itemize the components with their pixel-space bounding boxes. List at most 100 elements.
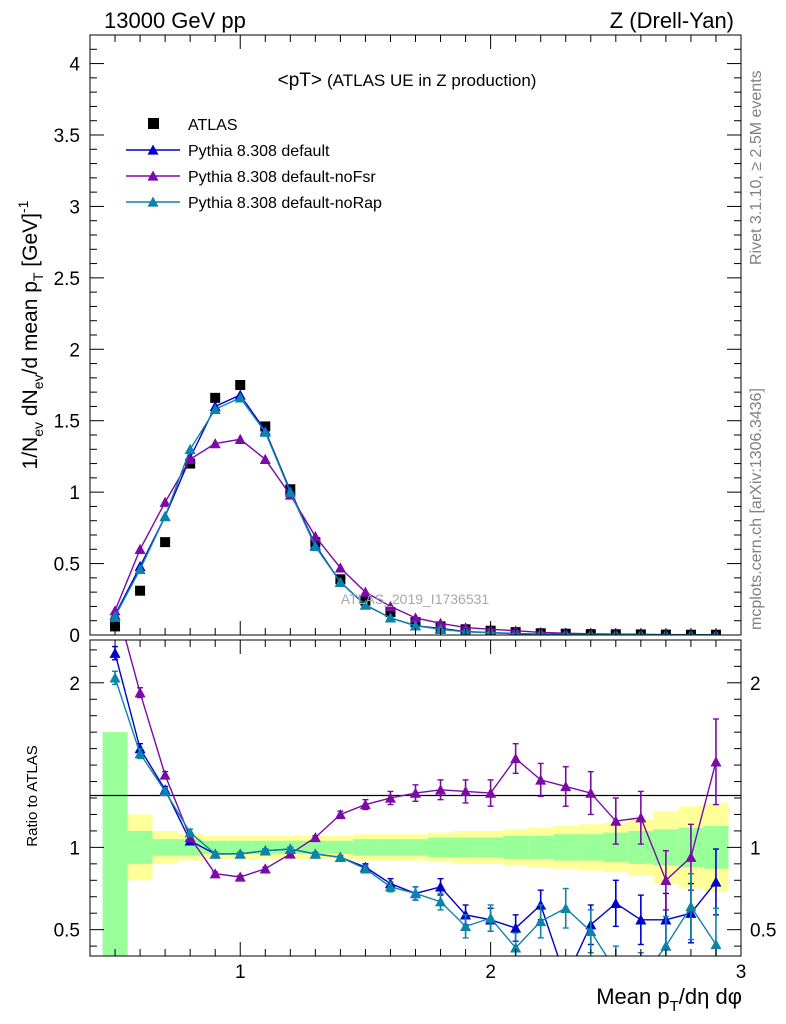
data-point [235,380,246,390]
plot-title-main: <pT> [278,70,322,91]
series-marker [284,486,296,497]
x-axis-label: Mean pT/dη dφ [596,984,742,1015]
ratio-panel: 0.5 0.5 1 1 2 2 1 2 3 Ratio to ATLAS Mean pT/dη … [24,639,776,1015]
legend-item: Pythia 8.308 default-noFsr [126,169,376,186]
uncertainty-band-inner [377,839,403,856]
legend: ATLAS Pythia 8.308 default Pythia 8.308 de… [126,117,382,212]
ratio-marker [485,787,497,798]
legend-marker [147,170,159,181]
legend-label: ATLAS [188,117,238,134]
series-marker [410,620,421,631]
ratio-marker [109,672,121,683]
ratio-marker [410,887,421,899]
y-tick-label: 0 [69,626,80,647]
ratio-marker [510,942,522,953]
ratio-marker [359,863,371,874]
ratio-marker [109,647,121,658]
uncertainty-band-inner [127,830,153,864]
series-marker [309,540,321,552]
ratio-marker [134,687,146,698]
ratio-marker [435,881,447,892]
ratio-line [114,652,717,956]
ratio-marker [184,827,196,838]
ratio-marker [560,780,572,792]
ratio-y-tick-label: 1 [69,838,80,859]
ratio-marker [610,815,622,826]
ratio-marker [610,965,621,975]
uncertainty-band-inner [503,835,529,859]
series-marker [410,612,421,623]
data-point [110,621,121,632]
data-point [385,607,396,618]
legend-item: ATLAS [148,117,238,134]
series-marker [159,496,171,507]
x-tick-label: 1 [235,962,246,983]
plot-title-sub: (ATLAS UE in Z production) [327,71,536,90]
ratio-marker [610,897,622,909]
ratio-marker [259,863,271,874]
y-tick-label: 1.5 [54,412,80,433]
ratio-marker [384,792,396,803]
ratio-marker [410,787,421,798]
ratio-pythia-8-308-default-nofsr [125,640,722,911]
ratio-y-tick-label-right: 1 [750,838,761,859]
series-marker [309,530,321,542]
uncertainty-band-inner [453,837,479,858]
series-marker [334,576,346,587]
ratio-y-tick-label: 2 [69,674,80,695]
header-left: 13000 GeV pp [104,8,246,33]
ratio-marker [209,868,221,879]
ratio-marker [284,843,296,854]
y-tick-label: 2 [69,340,80,361]
series-marker [159,510,171,522]
ratio-marker [435,784,447,795]
ratio-marker [685,851,697,862]
ratio-marker [585,787,597,798]
uncertainty-band-inner [227,840,253,854]
ratio-marker [685,901,697,912]
ratio-marker [309,832,321,843]
legend-label: Pythia 8.308 default [188,143,330,160]
ratio-marker [560,902,572,913]
uncertainty-band-inner [528,835,554,859]
ratio-marker [134,748,146,759]
uncertainty-band-inner [578,834,604,861]
legend-label: Pythia 8.308 default-noRap [188,195,382,212]
y-tick-label: 4 [69,55,80,76]
series-pythia-8-308-default-nofsr [109,433,720,635]
ratio-marker [510,922,522,933]
ratio-marker [334,851,346,862]
ratio-marker [710,756,722,767]
ratio-marker [234,871,246,882]
series-marker [234,392,246,403]
main-panel: 0 0.5 1 1.5 2 2.5 3 3.5 4 ATLAS_2019_I1736531 <p… [15,34,742,647]
ratio-marker [435,896,447,907]
uncertainty-band-inner [177,839,203,856]
series-marker [334,562,346,573]
ratio-y-tick-label-right: 0.5 [750,921,776,942]
series-marker [209,403,221,414]
x-tick-label: 3 [736,962,747,983]
series-marker [384,600,396,612]
series-marker [384,612,396,623]
ratio-marker [485,912,497,923]
uncertainty-band-inner [478,837,504,858]
ratio-marker [234,848,246,859]
y-tick-label: 1 [69,483,80,504]
ratio-marker [585,925,597,936]
legend-marker [148,118,159,129]
series-marker [435,617,447,628]
ratio-marker [660,940,672,951]
ratio-marker [359,799,371,810]
uncertainty-band-inner [102,732,128,956]
y-tick-label: 3 [69,197,80,218]
ratio-marker [635,812,647,823]
legend-item: Pythia 8.308 default-noRap [126,195,382,212]
mcplots-label: mcplots.cern.ch [arXiv:1306.3436] [748,388,765,630]
legend-label: Pythia 8.308 default-noFsr [188,169,376,186]
ratio-marker [460,785,472,797]
y-axis-label-main: 1/Nev dNev/d mean pT [GeV]-1 [15,200,46,469]
uncertainty-band-inner [152,839,178,856]
series-marker [259,453,271,464]
series-marker [359,586,371,597]
